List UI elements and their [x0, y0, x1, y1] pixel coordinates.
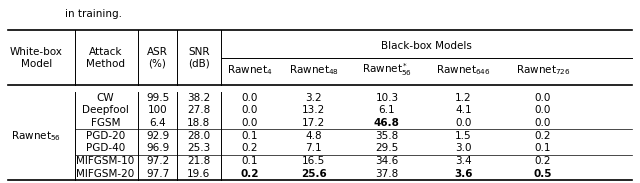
Text: 96.9: 96.9	[146, 143, 169, 153]
Text: 16.5: 16.5	[302, 156, 325, 166]
Text: 13.2: 13.2	[302, 105, 325, 115]
Text: Rawnet$_{646}$: Rawnet$_{646}$	[436, 63, 491, 77]
Text: 3.4: 3.4	[455, 156, 472, 166]
Text: 4.1: 4.1	[455, 105, 472, 115]
Text: 27.8: 27.8	[188, 105, 211, 115]
Text: Attack
Method: Attack Method	[86, 46, 125, 69]
Text: FGSM: FGSM	[90, 118, 120, 128]
Text: 100: 100	[148, 105, 167, 115]
Text: 0.2: 0.2	[241, 169, 259, 178]
Text: 0.0: 0.0	[535, 93, 551, 103]
Text: 0.5: 0.5	[534, 169, 552, 178]
Text: 4.8: 4.8	[305, 131, 322, 141]
Text: 7.1: 7.1	[305, 143, 322, 153]
Text: 0.0: 0.0	[242, 118, 258, 128]
Text: 3.2: 3.2	[305, 93, 322, 103]
Text: 0.0: 0.0	[535, 118, 551, 128]
Text: Rawnet$_{48}$: Rawnet$_{48}$	[289, 63, 339, 77]
Text: 38.2: 38.2	[188, 93, 211, 103]
Text: 1.5: 1.5	[455, 131, 472, 141]
Text: 35.8: 35.8	[375, 131, 399, 141]
Text: 99.5: 99.5	[146, 93, 169, 103]
Text: ASR
(%): ASR (%)	[147, 46, 168, 69]
Text: 6.4: 6.4	[149, 118, 166, 128]
Text: 0.2: 0.2	[242, 143, 258, 153]
Text: 0.1: 0.1	[242, 156, 258, 166]
Text: 0.0: 0.0	[242, 105, 258, 115]
Text: 34.6: 34.6	[375, 156, 399, 166]
Text: 37.8: 37.8	[375, 169, 399, 178]
Text: 0.1: 0.1	[242, 131, 258, 141]
Text: MIFGSM-10: MIFGSM-10	[76, 156, 134, 166]
Text: Rawnet$_{56}$: Rawnet$_{56}$	[12, 129, 61, 143]
Text: 97.2: 97.2	[146, 156, 169, 166]
Text: Rawnet$^*_{56}$: Rawnet$^*_{56}$	[362, 61, 412, 78]
Text: 25.6: 25.6	[301, 169, 326, 178]
Text: 3.0: 3.0	[455, 143, 472, 153]
Text: 1.2: 1.2	[455, 93, 472, 103]
Text: 0.2: 0.2	[535, 131, 551, 141]
Text: 0.0: 0.0	[242, 93, 258, 103]
Text: 29.5: 29.5	[375, 143, 399, 153]
Text: 3.6: 3.6	[454, 169, 472, 178]
Text: 18.8: 18.8	[188, 118, 211, 128]
Text: 97.7: 97.7	[146, 169, 169, 178]
Text: 10.3: 10.3	[375, 93, 399, 103]
Text: CW: CW	[97, 93, 114, 103]
Text: 17.2: 17.2	[302, 118, 325, 128]
Text: 0.1: 0.1	[535, 143, 551, 153]
Text: Black-box Models: Black-box Models	[381, 41, 472, 51]
Text: White-box
Model: White-box Model	[10, 46, 63, 69]
Text: 92.9: 92.9	[146, 131, 169, 141]
Text: SNR
(dB): SNR (dB)	[188, 46, 210, 69]
Text: PGD-40: PGD-40	[86, 143, 125, 153]
Text: 19.6: 19.6	[188, 169, 211, 178]
Text: 28.0: 28.0	[188, 131, 211, 141]
Text: 0.2: 0.2	[535, 156, 551, 166]
Text: 0.0: 0.0	[455, 118, 472, 128]
Text: 0.0: 0.0	[535, 105, 551, 115]
Text: in training.: in training.	[65, 9, 122, 19]
Text: Deepfool: Deepfool	[82, 105, 129, 115]
Text: PGD-20: PGD-20	[86, 131, 125, 141]
Text: Rawnet$_{726}$: Rawnet$_{726}$	[516, 63, 570, 77]
Text: MIFGSM-20: MIFGSM-20	[76, 169, 134, 178]
Text: 46.8: 46.8	[374, 118, 400, 128]
Text: Rawnet$_4$: Rawnet$_4$	[227, 63, 273, 77]
Text: 21.8: 21.8	[188, 156, 211, 166]
Text: 25.3: 25.3	[188, 143, 211, 153]
Text: 6.1: 6.1	[379, 105, 396, 115]
